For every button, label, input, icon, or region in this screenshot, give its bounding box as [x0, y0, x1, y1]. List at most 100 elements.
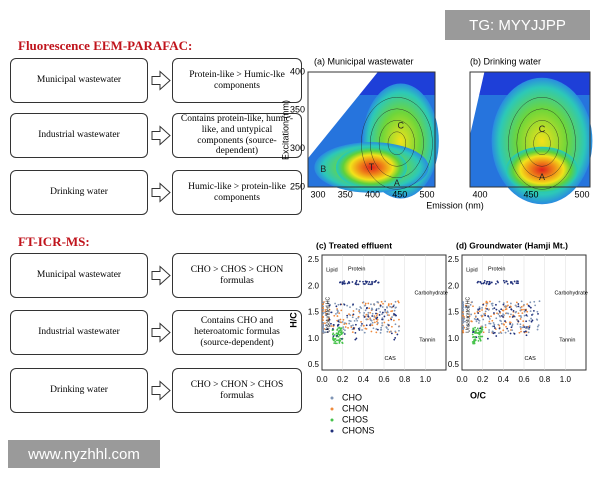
- scatter-dot: [351, 331, 354, 334]
- scatter-dot: [357, 283, 360, 286]
- scatter-dot: [337, 320, 340, 323]
- x-tick-label: 500: [574, 189, 589, 199]
- scatter-dot: [488, 320, 491, 323]
- x-tick-label: 400: [472, 189, 487, 199]
- scatter-dot: [322, 312, 324, 314]
- scatter-dot: [355, 279, 358, 282]
- scatter-dot: [379, 331, 382, 334]
- x-tick-label: 400: [365, 189, 380, 199]
- scatter-dot: [397, 325, 400, 328]
- scatter-dot: [475, 336, 478, 339]
- scatter-dot: [324, 324, 327, 327]
- scatter-dot: [339, 327, 341, 330]
- scatter-dot: [332, 338, 335, 341]
- scatter-dot: [332, 328, 334, 330]
- scatter-dot: [369, 324, 371, 327]
- scatter-dot: [495, 303, 497, 306]
- scatter-dot: [505, 280, 508, 283]
- scatter-dot: [335, 339, 338, 342]
- x-tick-label: 0.6: [378, 375, 390, 384]
- scatter-dot: [349, 320, 352, 322]
- scatter-dot: [502, 303, 505, 306]
- scatter-dot: [389, 305, 391, 308]
- y-tick-label: 0.5: [448, 360, 460, 369]
- scatter-dot: [339, 337, 342, 340]
- scatter-dot: [477, 329, 480, 332]
- scatter-dot: [360, 324, 363, 327]
- scatter-dot: [355, 318, 358, 320]
- y-tick-label: 2.5: [448, 255, 460, 264]
- scatter-dot: [359, 306, 362, 308]
- scatter-dot: [518, 331, 521, 334]
- scatter-dot: [491, 319, 494, 322]
- scatter-dot: [377, 307, 380, 310]
- scatter-dot: [523, 308, 525, 311]
- scatter-dot: [475, 320, 478, 323]
- scatter-dot: [352, 327, 355, 329]
- scatter-dot: [508, 306, 511, 309]
- scatter-dot: [322, 310, 324, 312]
- scatter-dot: [375, 317, 378, 320]
- scatter-dot: [495, 308, 498, 311]
- scatter-dot: [339, 318, 342, 321]
- scatter-dot: [528, 325, 531, 327]
- scatter-dot: [346, 314, 349, 317]
- scatter-dot: [536, 310, 539, 313]
- scatter-dot: [478, 337, 481, 340]
- scatter-dot: [367, 313, 369, 316]
- scatter-dot: [375, 328, 378, 330]
- scatter-dot: [383, 321, 386, 324]
- scatter-dot: [342, 318, 345, 321]
- scatter-dot: [373, 318, 375, 321]
- scatter-dot: [324, 311, 327, 314]
- scatter-dot: [475, 331, 478, 334]
- scatter-dot: [330, 325, 333, 327]
- scatter-dot: [349, 306, 351, 309]
- scatter-dot: [343, 280, 346, 283]
- scatter-dot: [488, 329, 491, 331]
- scatter-dot: [326, 313, 329, 316]
- scatter-dot: [522, 320, 525, 323]
- panel-title: (b) Drinking water: [470, 56, 541, 66]
- scatter-dot: [386, 330, 389, 333]
- scatter-dot: [473, 312, 476, 315]
- scatter-dot: [364, 280, 367, 283]
- scatter-dot: [489, 322, 492, 325]
- scatter-dot: [526, 303, 529, 306]
- scatter-dot: [490, 281, 493, 284]
- watermark: www.nyzhhl.com: [8, 440, 160, 468]
- contour: [525, 120, 560, 167]
- scatter-dot: [474, 326, 476, 329]
- scatter-dot: [510, 308, 513, 311]
- scatter-dot: [398, 318, 400, 321]
- scatter-dot: [349, 314, 352, 317]
- scatter-dot: [352, 303, 354, 306]
- scatter-dot: [488, 331, 490, 333]
- scatter-dot: [527, 331, 530, 334]
- scatter-dot: [529, 310, 532, 313]
- region-label: CAS: [385, 356, 397, 362]
- scatter-dot: [373, 315, 376, 318]
- scatter-dot: [335, 342, 338, 345]
- scatter-dot: [353, 319, 356, 322]
- region-label: Unsaturated HC: [325, 296, 331, 332]
- scatter-dot: [498, 300, 501, 303]
- scatter-dot: [390, 306, 393, 309]
- scatter-dot: [324, 309, 327, 311]
- region-label: Carbohydrate: [414, 290, 447, 296]
- region-label: Protein: [488, 266, 505, 272]
- y-tick-label: 1.5: [448, 308, 460, 317]
- scatter-dot: [368, 307, 371, 310]
- scatter-dot: [334, 340, 337, 343]
- scatter-dot: [341, 282, 344, 285]
- scatter-dot: [515, 310, 518, 313]
- scatter-dot: [480, 314, 483, 317]
- scatter-dot: [462, 321, 464, 324]
- scatter-dot: [506, 283, 509, 285]
- scatter-dot: [394, 313, 396, 316]
- x-tick-label: 500: [419, 189, 434, 199]
- scatter-dot: [491, 330, 494, 333]
- scatter-dot: [517, 303, 520, 305]
- scatter-dot: [339, 281, 341, 284]
- scatter-dot: [379, 304, 382, 307]
